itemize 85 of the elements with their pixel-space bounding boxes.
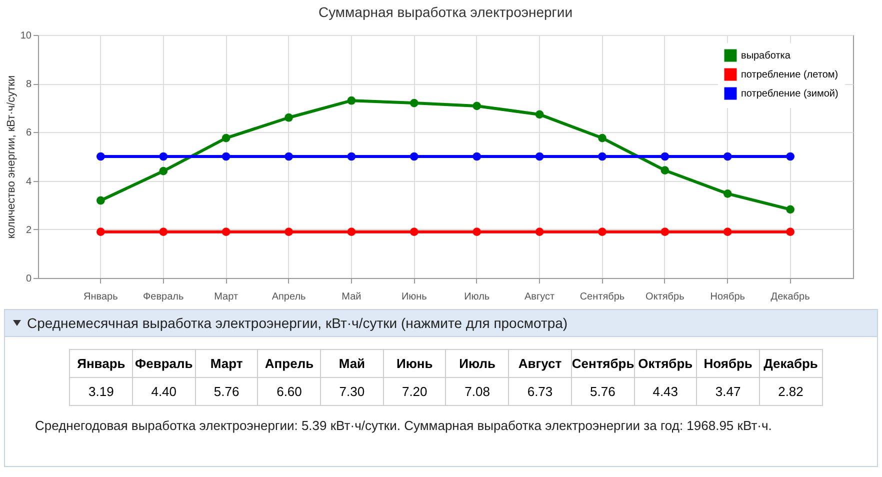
x-tick-label: Январь bbox=[84, 292, 118, 302]
y-tick-label: 0 bbox=[26, 274, 32, 284]
point bbox=[535, 110, 544, 119]
point bbox=[159, 228, 168, 236]
point bbox=[96, 152, 105, 161]
category-label: Ноябрь bbox=[704, 356, 752, 371]
data-label: 7.20 bbox=[383, 378, 446, 406]
point bbox=[535, 152, 544, 161]
category-label: Март bbox=[210, 356, 243, 371]
legend-label: потребление (зимой) bbox=[741, 88, 838, 100]
point bbox=[472, 228, 482, 236]
data-label: 6.73 bbox=[508, 378, 572, 406]
point bbox=[786, 205, 794, 214]
point bbox=[723, 228, 732, 236]
point bbox=[222, 134, 230, 142]
chart-title: Суммарная выработка электроэнергии bbox=[318, 4, 573, 20]
y-tick-label: 2 bbox=[26, 224, 32, 236]
point bbox=[284, 228, 293, 236]
x-tick-label: Ноябрь bbox=[710, 292, 745, 302]
x-tick-label: Сентябрь bbox=[580, 292, 625, 302]
data-label: 7.30 bbox=[320, 378, 384, 406]
category-label: Сентябрь bbox=[572, 356, 634, 371]
point bbox=[96, 228, 105, 236]
data-label: 3.47 bbox=[696, 378, 760, 406]
point bbox=[347, 96, 356, 105]
data-label: 3.19 bbox=[70, 378, 133, 406]
x-tick-label: Май bbox=[342, 292, 362, 302]
x-tick-label: Февраль bbox=[143, 292, 184, 302]
point bbox=[284, 152, 293, 161]
point bbox=[660, 152, 670, 161]
text: Среднегодовая выработка электроэнергии: 5.39 кВт·ч/сутки. Суммарная выработка электроэнергии за год: 1968.95 кВт·ч. bbox=[35, 418, 773, 433]
data-label: 5.76 bbox=[571, 378, 634, 406]
point bbox=[410, 152, 418, 161]
point bbox=[410, 228, 418, 236]
x-tick-label: Октябрь bbox=[646, 292, 684, 302]
y-tick-label: 10 bbox=[20, 30, 32, 42]
point bbox=[472, 152, 482, 161]
point bbox=[723, 190, 732, 198]
category-label: Октябрь bbox=[638, 356, 693, 371]
data-label: 2.82 bbox=[759, 378, 822, 406]
point bbox=[222, 152, 230, 161]
data-label: 4.43 bbox=[634, 378, 697, 406]
category-label: Май bbox=[338, 356, 366, 371]
point bbox=[723, 152, 732, 161]
category-label: Декабрь bbox=[764, 356, 818, 371]
point bbox=[96, 196, 105, 205]
point bbox=[660, 166, 670, 175]
y-tick-label: 8 bbox=[26, 79, 32, 90]
x-tick-label: Июнь bbox=[401, 292, 427, 302]
x-tick-label: Март bbox=[214, 292, 238, 302]
x-tick-label: Декабрь bbox=[770, 292, 810, 302]
data-label: 4.40 bbox=[132, 378, 196, 406]
x-tick-label: Август bbox=[524, 292, 555, 302]
point bbox=[347, 152, 356, 161]
y-tick-label: 4 bbox=[26, 176, 32, 188]
point bbox=[598, 228, 606, 236]
x-tick-label: Апрель bbox=[272, 292, 306, 302]
point bbox=[660, 228, 670, 236]
legend-label: выработка bbox=[741, 50, 791, 62]
point bbox=[159, 152, 168, 161]
data-label: 6.60 bbox=[258, 378, 321, 406]
y-axis-title: количество энергии, кВт·ч/сутки bbox=[5, 75, 18, 239]
point bbox=[347, 228, 356, 236]
y-tick-label: 6 bbox=[26, 128, 32, 139]
data-label: 7.08 bbox=[446, 378, 509, 406]
category-label: Июль bbox=[459, 356, 496, 371]
category-label: Апрель bbox=[264, 356, 314, 371]
category-label: Февраль bbox=[135, 356, 193, 371]
point bbox=[472, 102, 482, 110]
point bbox=[786, 228, 794, 236]
point bbox=[284, 113, 293, 122]
category-label: Январь bbox=[77, 356, 126, 371]
text: Среднемесячная выработка электроэнергии, кВт·ч/сутки (нажмите для просмотра) bbox=[27, 315, 568, 331]
legend-label: потребление (летом) bbox=[741, 70, 838, 80]
point bbox=[598, 152, 606, 161]
data-label: 5.76 bbox=[195, 378, 258, 406]
x-tick-label: Июль bbox=[464, 292, 490, 302]
point bbox=[598, 134, 606, 142]
point bbox=[410, 98, 418, 108]
category-label: Июнь bbox=[396, 356, 433, 371]
category-label: Август bbox=[518, 356, 562, 371]
point bbox=[786, 152, 794, 161]
point bbox=[535, 228, 544, 236]
point bbox=[159, 166, 168, 176]
point bbox=[222, 228, 230, 236]
